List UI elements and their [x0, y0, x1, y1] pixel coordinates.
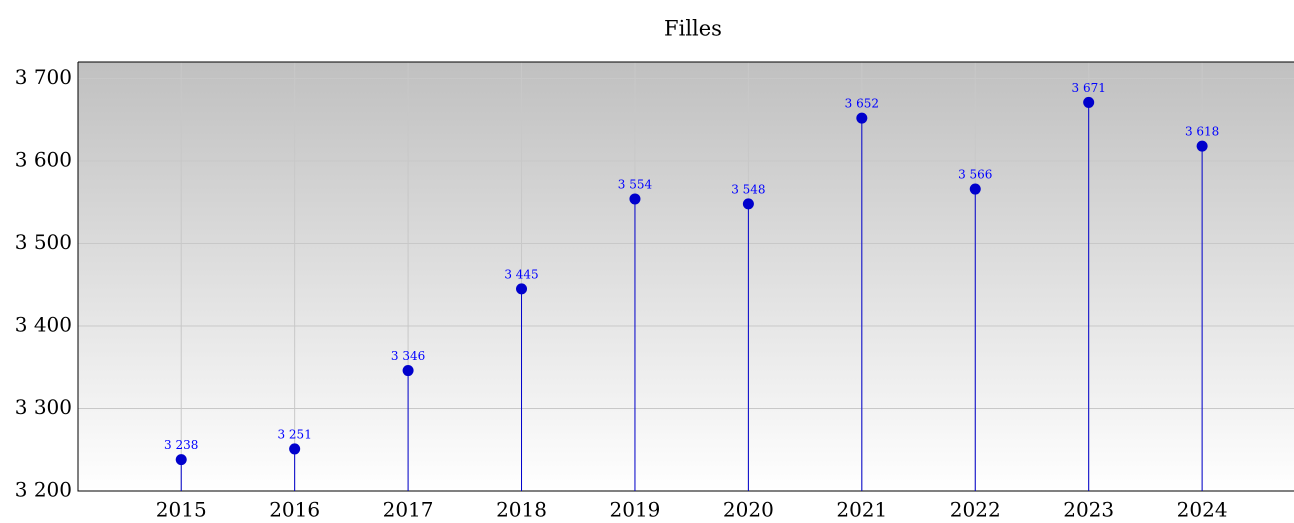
y-tick-label: 3 600 — [15, 148, 72, 172]
x-tick-label: 2019 — [610, 498, 661, 522]
stem-marker — [969, 183, 981, 195]
stem-marker — [1196, 140, 1208, 152]
value-label: 3 238 — [164, 438, 198, 452]
y-tick-label: 3 200 — [15, 478, 72, 502]
value-label: 3 671 — [1072, 81, 1106, 95]
stem-marker — [516, 283, 528, 295]
chart-title: Filles — [664, 17, 722, 41]
value-label: 3 445 — [504, 267, 538, 281]
value-label: 3 554 — [618, 177, 653, 191]
x-tick-label: 2018 — [496, 498, 547, 522]
stem-marker — [175, 454, 187, 466]
x-tick-label: 2017 — [383, 498, 434, 522]
value-label: 3 652 — [845, 97, 879, 111]
x-tick-label: 2015 — [156, 498, 207, 522]
value-label: 3 251 — [277, 427, 311, 441]
x-tick-label: 2023 — [1063, 498, 1114, 522]
value-label: 3 548 — [731, 182, 765, 196]
y-tick-label: 3 700 — [15, 65, 72, 89]
value-label: 3 346 — [391, 349, 425, 363]
stem-marker — [856, 112, 868, 124]
stem-marker — [742, 198, 754, 210]
y-tick-label: 3 500 — [15, 230, 72, 254]
stem-marker — [402, 365, 414, 377]
x-tick-label: 2022 — [950, 498, 1001, 522]
value-label: 3 618 — [1185, 125, 1219, 139]
x-tick-label: 2020 — [723, 498, 774, 522]
value-label: 3 566 — [958, 168, 992, 182]
stem-marker — [629, 193, 641, 205]
x-tick-label: 2024 — [1177, 498, 1228, 522]
x-tick-label: 2016 — [269, 498, 320, 522]
x-tick-label: 2021 — [836, 498, 887, 522]
plot-background — [78, 62, 1294, 491]
stem-marker — [1083, 96, 1095, 108]
axis-frame — [77, 61, 1294, 492]
stem-marker — [289, 443, 301, 455]
y-tick-label: 3 400 — [15, 313, 72, 337]
y-tick-label: 3 300 — [15, 395, 72, 419]
